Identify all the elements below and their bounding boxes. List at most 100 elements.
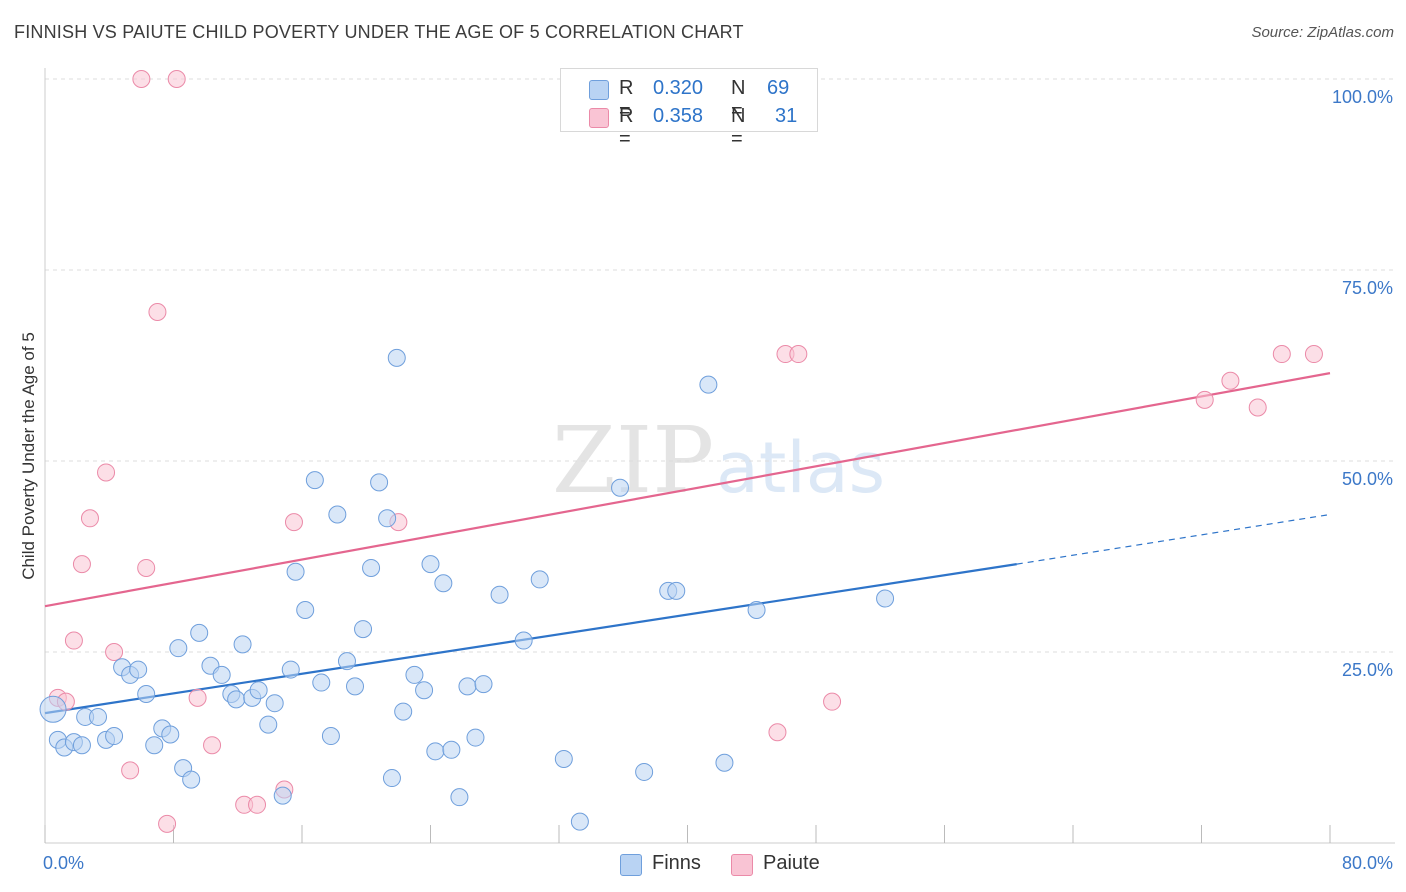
paiute-point	[1248, 398, 1267, 417]
source-credit: Source: ZipAtlas.com	[1251, 24, 1394, 41]
finns-point	[312, 673, 331, 692]
paiute-point	[167, 70, 186, 88]
paiute-r-value: 0.358	[653, 105, 704, 127]
finns-point	[667, 581, 686, 600]
y-axis-label: Child Poverty Under the Age of 5	[19, 332, 38, 580]
finns-trendline-extension	[1016, 513, 1331, 565]
finns-legend-label: Finns	[652, 852, 701, 874]
finns-point	[554, 749, 573, 768]
finns-point	[514, 631, 533, 650]
paiute-point	[137, 558, 156, 577]
finns-point	[72, 736, 91, 755]
finns-point	[346, 677, 365, 696]
paiute-point	[80, 509, 99, 528]
paiute-swatch	[589, 108, 609, 128]
y-tick-labels: 25.0% 50.0% 75.0% 100.0%	[1332, 87, 1393, 680]
finns-point	[490, 585, 509, 604]
finns-point	[273, 786, 292, 805]
x-tick-labels: 0.0% 80.0%	[43, 853, 1393, 873]
paiute-point	[72, 555, 91, 574]
finns-point	[182, 770, 201, 789]
finns-point	[265, 694, 284, 713]
stats-legend: R = 0.320 N = 69 R = 0.358 N = 31	[560, 68, 818, 150]
paiute-point	[105, 643, 124, 661]
finns-point	[249, 681, 268, 700]
finns-point	[89, 707, 108, 726]
finns-swatch	[589, 80, 609, 100]
finns-point	[442, 740, 461, 759]
finns-point	[450, 788, 469, 807]
finns-point	[715, 753, 734, 772]
finns-point	[259, 715, 278, 734]
paiute-legend-swatch	[731, 854, 753, 876]
watermark-atlas: atlas	[716, 427, 885, 509]
finns-point	[145, 736, 164, 755]
finns-point	[190, 623, 209, 642]
paiute-point	[284, 513, 303, 532]
paiute-legend-label: Paiute	[763, 852, 820, 874]
finns-points	[39, 348, 895, 831]
finns-point	[466, 728, 485, 747]
paiute-point	[789, 345, 808, 364]
paiute-point	[823, 692, 842, 711]
x-tick-label-max: 80.0%	[1342, 853, 1393, 873]
finns-point	[105, 727, 124, 746]
paiute-point	[768, 723, 787, 742]
y-tick-label: 25.0%	[1342, 660, 1393, 680]
paiute-n-label: N =	[731, 105, 746, 150]
finns-point	[354, 620, 373, 639]
finns-point	[281, 660, 300, 679]
paiute-r-label: R =	[619, 105, 634, 150]
finns-point	[305, 471, 324, 490]
y-tick-label: 100.0%	[1332, 87, 1393, 107]
finns-legend-swatch	[620, 854, 642, 876]
finns-point	[415, 681, 434, 700]
finns-point	[328, 505, 347, 524]
finns-point	[611, 478, 630, 497]
finns-point	[39, 695, 67, 723]
finns-point	[129, 660, 148, 679]
paiute-point	[121, 761, 140, 780]
finns-point	[137, 685, 156, 704]
finns-point	[635, 762, 654, 781]
y-tick-label: 50.0%	[1342, 469, 1393, 489]
finns-point	[233, 635, 252, 654]
finns-point	[474, 675, 493, 694]
paiute-point	[158, 814, 177, 833]
finns-point	[387, 348, 406, 367]
paiute-point	[1304, 345, 1323, 364]
gridlines	[45, 78, 1395, 653]
finns-point	[212, 665, 231, 684]
finns-point	[370, 473, 389, 492]
finns-point	[405, 665, 424, 684]
finns-point	[227, 690, 246, 709]
x-tick-label-min: 0.0%	[43, 853, 84, 873]
paiute-point	[1195, 390, 1214, 409]
finns-point	[296, 600, 315, 619]
finns-point	[876, 589, 895, 608]
finns-point	[362, 558, 381, 577]
finns-point	[421, 555, 440, 574]
finns-point	[747, 600, 766, 619]
finns-point	[286, 562, 305, 581]
finns-point	[530, 570, 549, 589]
finns-point	[570, 812, 589, 831]
paiute-point	[64, 631, 83, 650]
finns-point	[378, 509, 397, 528]
paiute-point	[148, 303, 167, 322]
watermark: ZIP atlas	[552, 407, 885, 514]
paiute-trendline	[44, 372, 1331, 608]
finns-n-label: N =	[731, 77, 746, 122]
finns-point	[169, 639, 188, 658]
chart-title: FINNISH VS PAIUTE CHILD POVERTY UNDER TH…	[14, 22, 744, 42]
finns-point	[337, 652, 356, 671]
paiute-point	[248, 795, 267, 814]
finns-point	[161, 725, 180, 744]
finns-point	[699, 375, 718, 394]
finns-point	[394, 702, 413, 721]
paiute-point	[188, 688, 207, 707]
finns-r-value: 0.320	[653, 77, 704, 99]
finns-n-value: 69	[767, 77, 790, 99]
paiute-point	[1272, 345, 1291, 364]
